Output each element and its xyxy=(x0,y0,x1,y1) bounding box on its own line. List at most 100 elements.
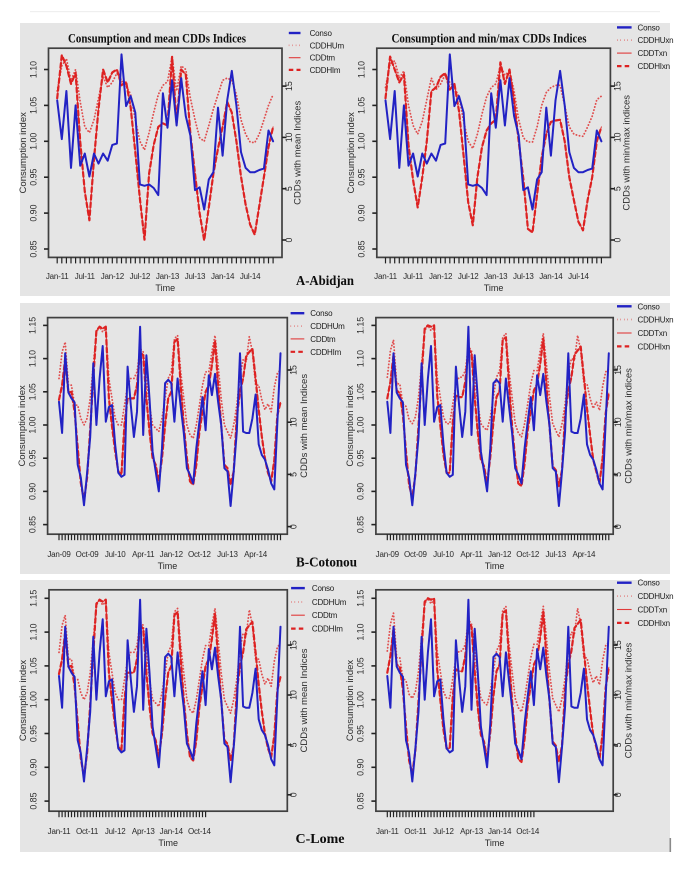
svg-text:1.00: 1.00 xyxy=(28,416,38,433)
svg-text:Jul-11: Jul-11 xyxy=(403,272,424,281)
svg-text:0.90: 0.90 xyxy=(357,204,367,221)
svg-text:5: 5 xyxy=(289,742,299,747)
svg-text:Apr-14: Apr-14 xyxy=(244,550,268,559)
svg-text:Jan-12: Jan-12 xyxy=(488,550,512,559)
svg-text:Apr-14: Apr-14 xyxy=(572,550,596,559)
svg-text:Jul-14: Jul-14 xyxy=(568,272,589,281)
svg-text:CDDHUxn: CDDHUxn xyxy=(638,316,674,325)
svg-text:5: 5 xyxy=(613,186,623,191)
svg-text:Jan-14: Jan-14 xyxy=(211,272,235,281)
svg-text:CDDTxn: CDDTxn xyxy=(638,49,667,58)
svg-text:Oct-14: Oct-14 xyxy=(516,827,540,836)
svg-text:10: 10 xyxy=(289,690,299,700)
svg-text:1.05: 1.05 xyxy=(356,383,366,400)
svg-text:1.00: 1.00 xyxy=(29,691,39,708)
svg-text:1.00: 1.00 xyxy=(356,416,366,433)
svg-text:CDDTxn: CDDTxn xyxy=(638,606,667,615)
svg-text:Apr-11: Apr-11 xyxy=(460,550,483,559)
svg-text:Consumption index: Consumption index xyxy=(345,660,356,742)
svg-text:CDDHIm: CDDHIm xyxy=(312,625,343,634)
svg-text:Time: Time xyxy=(485,561,505,571)
svg-text:Conso: Conso xyxy=(638,23,661,32)
svg-text:Jan-11: Jan-11 xyxy=(374,272,397,281)
svg-text:Conso: Conso xyxy=(310,29,333,38)
svg-text:Oct-09: Oct-09 xyxy=(76,550,100,559)
svg-text:5: 5 xyxy=(613,742,623,747)
svg-text:CDDHIxn: CDDHIxn xyxy=(638,619,670,628)
svg-text:Time: Time xyxy=(158,838,178,848)
svg-text:0.90: 0.90 xyxy=(29,204,39,221)
svg-text:CDDHUxn: CDDHUxn xyxy=(638,36,674,45)
svg-text:CDDTxn: CDDTxn xyxy=(638,329,667,338)
svg-text:Apr-13: Apr-13 xyxy=(460,827,484,836)
svg-text:Oct-12: Oct-12 xyxy=(188,550,212,559)
svg-text:Time: Time xyxy=(158,561,178,571)
svg-text:0.85: 0.85 xyxy=(29,240,39,257)
svg-text:Jul-11: Jul-11 xyxy=(75,272,96,281)
svg-text:5: 5 xyxy=(284,186,294,191)
svg-text:CDDHIm: CDDHIm xyxy=(310,348,341,357)
svg-text:Jan-11: Jan-11 xyxy=(376,827,399,836)
svg-text:1.15: 1.15 xyxy=(29,590,39,607)
svg-text:Apr-13: Apr-13 xyxy=(132,827,156,836)
svg-text:0.85: 0.85 xyxy=(356,792,366,809)
svg-text:15: 15 xyxy=(613,640,623,650)
svg-text:Jan-13: Jan-13 xyxy=(484,272,508,281)
svg-text:Consumption index: Consumption index xyxy=(346,112,357,194)
svg-text:0.95: 0.95 xyxy=(29,725,39,742)
svg-text:Jan-14: Jan-14 xyxy=(539,272,563,281)
svg-text:0.95: 0.95 xyxy=(357,169,367,186)
svg-text:0.95: 0.95 xyxy=(28,450,38,467)
svg-text:CDDHUm: CDDHUm xyxy=(310,322,345,331)
svg-text:Consumption and min/max CDDs I: Consumption and min/max CDDs Indices xyxy=(392,31,587,46)
svg-text:Jan-12: Jan-12 xyxy=(429,272,453,281)
svg-text:Time: Time xyxy=(484,283,504,293)
svg-text:Jul-12: Jul-12 xyxy=(433,827,454,836)
svg-text:1.15: 1.15 xyxy=(28,317,38,334)
svg-text:Conso: Conso xyxy=(310,309,333,318)
svg-text:10: 10 xyxy=(284,132,294,142)
svg-text:Jul-12: Jul-12 xyxy=(130,272,151,281)
svg-text:Jan-11: Jan-11 xyxy=(46,272,69,281)
svg-text:10: 10 xyxy=(613,417,623,427)
svg-text:0.95: 0.95 xyxy=(29,169,39,186)
svg-text:1.05: 1.05 xyxy=(29,657,39,674)
svg-text:0.90: 0.90 xyxy=(29,759,39,776)
svg-text:1.10: 1.10 xyxy=(356,350,366,367)
svg-text:CDDs with mean Indices: CDDs with mean Indices xyxy=(299,374,310,478)
svg-text:Jul-13: Jul-13 xyxy=(217,550,238,559)
svg-text:Conso: Conso xyxy=(638,579,661,588)
svg-text:CDDtm: CDDtm xyxy=(312,611,338,620)
svg-text:C-Lome: C-Lome xyxy=(296,832,345,847)
svg-text:15: 15 xyxy=(289,640,299,650)
svg-text:A-Abidjan: A-Abidjan xyxy=(296,274,354,289)
svg-text:0: 0 xyxy=(289,524,299,529)
svg-text:Oct-11: Oct-11 xyxy=(76,827,99,836)
svg-text:CDDHUm: CDDHUm xyxy=(310,41,345,50)
svg-text:0.85: 0.85 xyxy=(29,792,39,809)
svg-text:Jan-09: Jan-09 xyxy=(47,550,71,559)
svg-text:CDDs with mean Indices: CDDs with mean Indices xyxy=(299,648,310,752)
svg-text:Jan-11: Jan-11 xyxy=(48,827,71,836)
svg-text:15: 15 xyxy=(613,81,623,91)
svg-text:10: 10 xyxy=(289,417,299,427)
svg-text:CDDs with min/max indices: CDDs with min/max indices xyxy=(624,642,635,758)
svg-text:5: 5 xyxy=(613,472,623,477)
svg-text:Consumption index: Consumption index xyxy=(17,385,28,467)
svg-text:0.90: 0.90 xyxy=(28,483,38,500)
svg-text:15: 15 xyxy=(613,365,623,375)
svg-text:1.00: 1.00 xyxy=(357,133,367,150)
svg-text:Consumption index: Consumption index xyxy=(18,660,29,742)
svg-text:CDDHIxn: CDDHIxn xyxy=(638,342,670,351)
svg-text:0.95: 0.95 xyxy=(356,725,366,742)
svg-text:Jul-12: Jul-12 xyxy=(105,827,126,836)
svg-text:1.15: 1.15 xyxy=(356,317,366,334)
svg-text:1.10: 1.10 xyxy=(29,623,39,640)
svg-text:Consumption index: Consumption index xyxy=(18,112,29,194)
svg-text:Jan-13: Jan-13 xyxy=(156,272,180,281)
svg-text:15: 15 xyxy=(289,365,299,375)
svg-text:CDDtm: CDDtm xyxy=(310,54,336,63)
svg-text:1.10: 1.10 xyxy=(28,350,38,367)
svg-text:Oct-11: Oct-11 xyxy=(404,827,427,836)
svg-text:Consumption index: Consumption index xyxy=(345,385,356,467)
